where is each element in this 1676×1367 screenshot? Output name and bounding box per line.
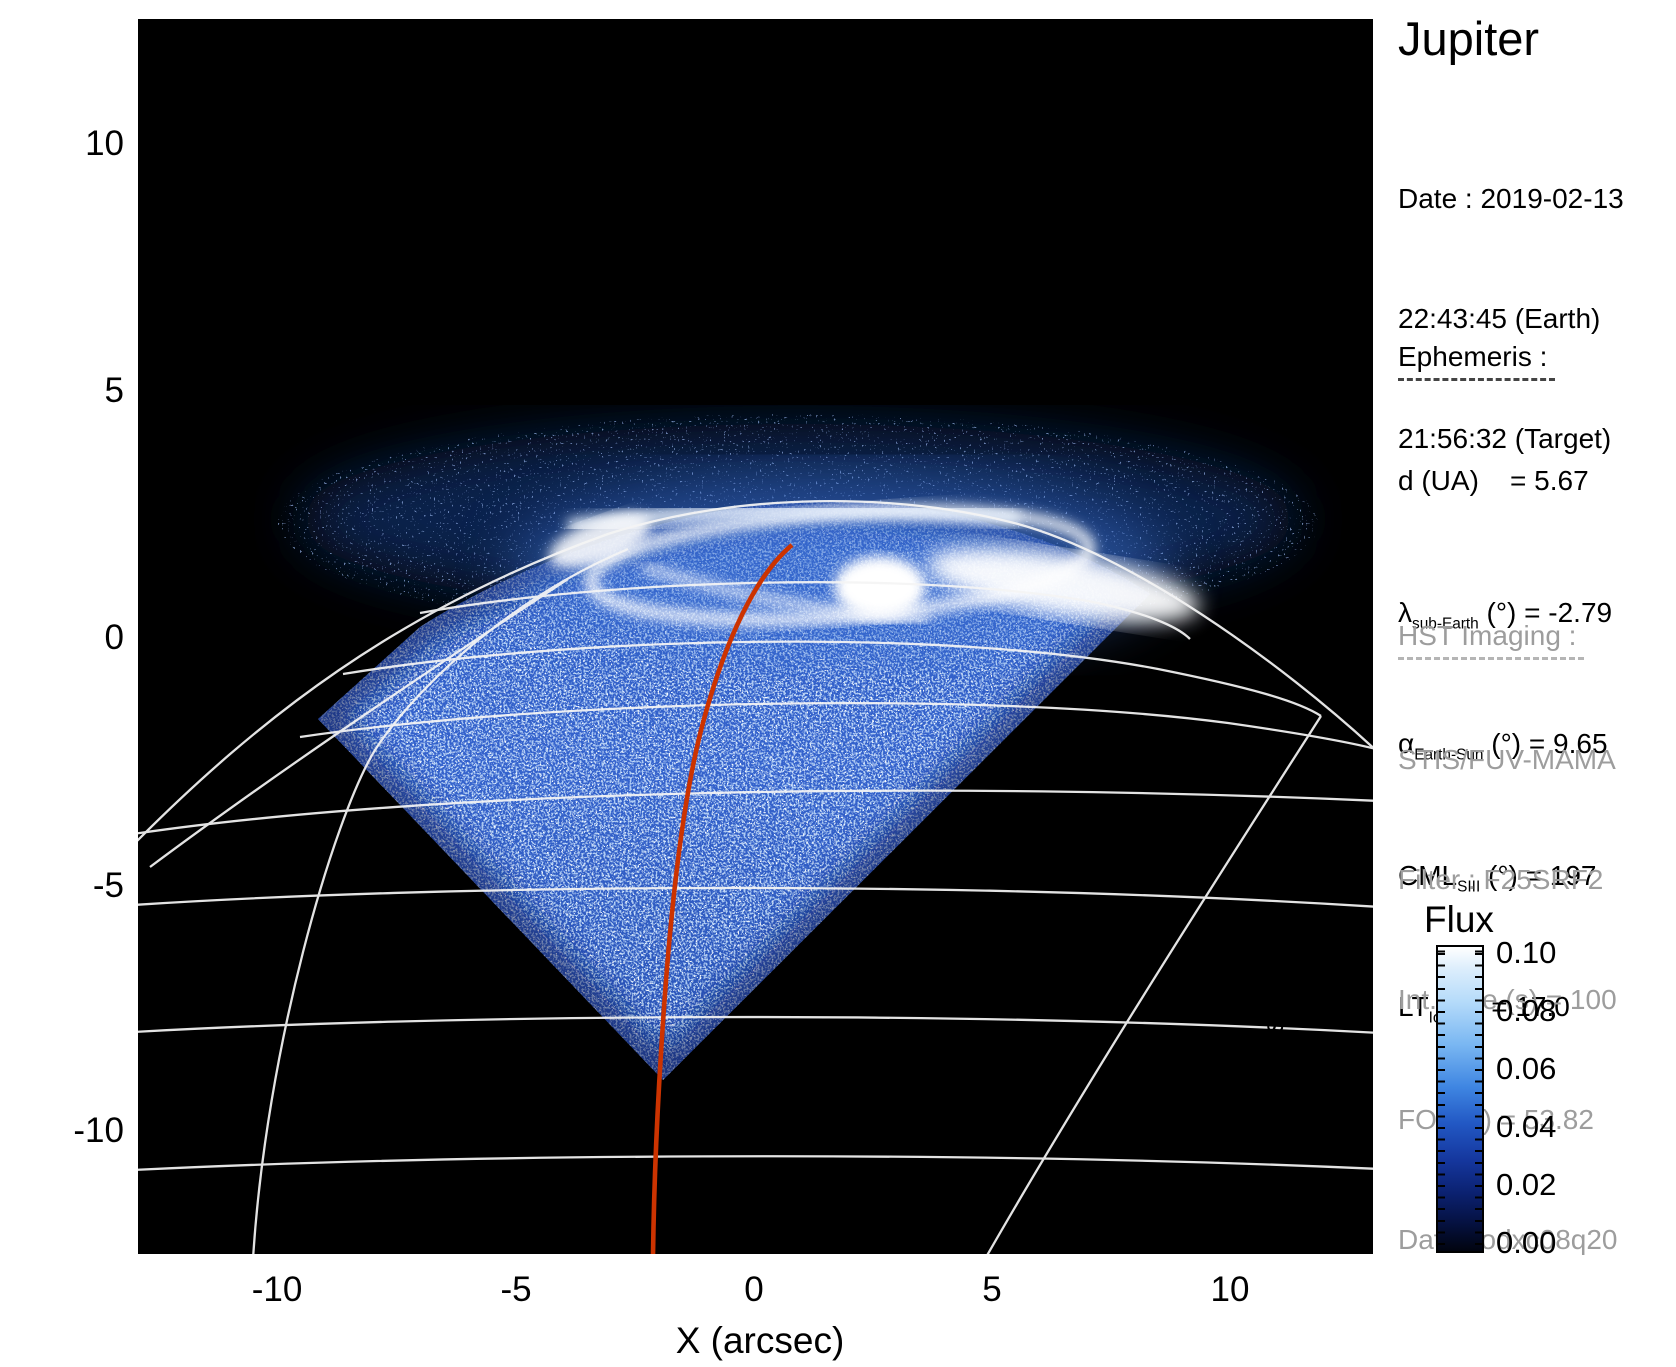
target-title: Jupiter [1398, 12, 1540, 65]
x-axis-title: X (arcsec) [675, 1320, 845, 1361]
parallel-5 [138, 886, 1373, 908]
colorbar-label-004: 0.04 [1496, 1109, 1557, 1144]
ephemeris-row-cml: CMLSIII (°) = 197 [1398, 859, 1597, 896]
colorbar-unit: (counts.s-1) [1256, 992, 1290, 1140]
hst-filter: Filter : F25SRF2 [1398, 864, 1604, 895]
red-meridian-line [650, 543, 794, 1254]
aurora-bright-spot [834, 556, 926, 618]
ephemeris-row-lambda: λsub-Earth (°) = -2.79 [1398, 596, 1613, 633]
meridian-left [252, 547, 629, 1254]
aurora-inner-streak [641, 562, 931, 624]
time-target-line: 21:56:32 (Target) [1398, 423, 1612, 454]
lat-lon-graticule [138, 499, 1373, 1254]
colorbar-label-002: 0.02 [1496, 1167, 1557, 1202]
date-block: Date : 2019-02-13 22:43:45 (Earth) 21:56… [1398, 99, 1624, 499]
colorbar-gradient [1436, 945, 1484, 1253]
x-tick-10: 10 [1210, 1270, 1250, 1309]
y-tick-5: 5 [104, 371, 124, 410]
auroral-oval [510, 473, 1200, 657]
x-tick-0: 0 [744, 1270, 764, 1309]
sky-image-plot [138, 19, 1373, 1254]
ephemeris-row-distance: d (UA) = 5.67 [1398, 465, 1589, 496]
time-earth-line: 22:43:45 (Earth) [1398, 303, 1601, 334]
colorbar-label-010: 0.10 [1496, 935, 1557, 970]
jupiter-fuv-image [138, 19, 1373, 1254]
date-line: Date : 2019-02-13 [1398, 183, 1624, 214]
parallel-4 [138, 789, 1373, 835]
limb-line [138, 499, 1373, 842]
colorbar-ticks-right [1475, 947, 1482, 1251]
parallel-2 [342, 640, 1322, 717]
hst-heading: HST Imaging : [1398, 616, 1585, 660]
colorbar-label-008: 0.08 [1496, 993, 1557, 1028]
meridian-right [986, 715, 1322, 1254]
y-tick-m10: -10 [73, 1111, 124, 1150]
ephemeris-row-alpha: αEarth-Sun (°) = 9.65 [1398, 728, 1608, 764]
x-tick-5: 5 [982, 1270, 1002, 1309]
colorbar-label-006: 0.06 [1496, 1051, 1557, 1086]
y-tick-0: 0 [104, 618, 124, 657]
y-tick-10: 10 [85, 124, 124, 163]
colorbar-ticks-left [1438, 947, 1445, 1251]
colorbar-title: Flux [1424, 899, 1494, 940]
hst-int-time: Int. time (s) = 100 [1398, 984, 1617, 1015]
aurora-right-patch [926, 547, 1200, 623]
x-tick-m5: -5 [500, 1270, 532, 1309]
ephemeris-heading: Ephemeris : [1398, 337, 1556, 381]
y-tick-m5: -5 [92, 866, 124, 905]
ephemeris-block: Ephemeris : d (UA) = 5.67 λsub-Earth (°)… [1398, 257, 1612, 1079]
parallel-7 [138, 1155, 1373, 1171]
hst-instrument: STIS/FUV-MAMA [1398, 744, 1616, 775]
parallel-1 [419, 581, 1191, 640]
colorbar-label-000: 0.00 [1496, 1225, 1557, 1260]
parallel-6 [138, 1015, 1373, 1034]
parallel-3 [299, 701, 1373, 750]
x-tick-m10: -10 [251, 1270, 303, 1309]
